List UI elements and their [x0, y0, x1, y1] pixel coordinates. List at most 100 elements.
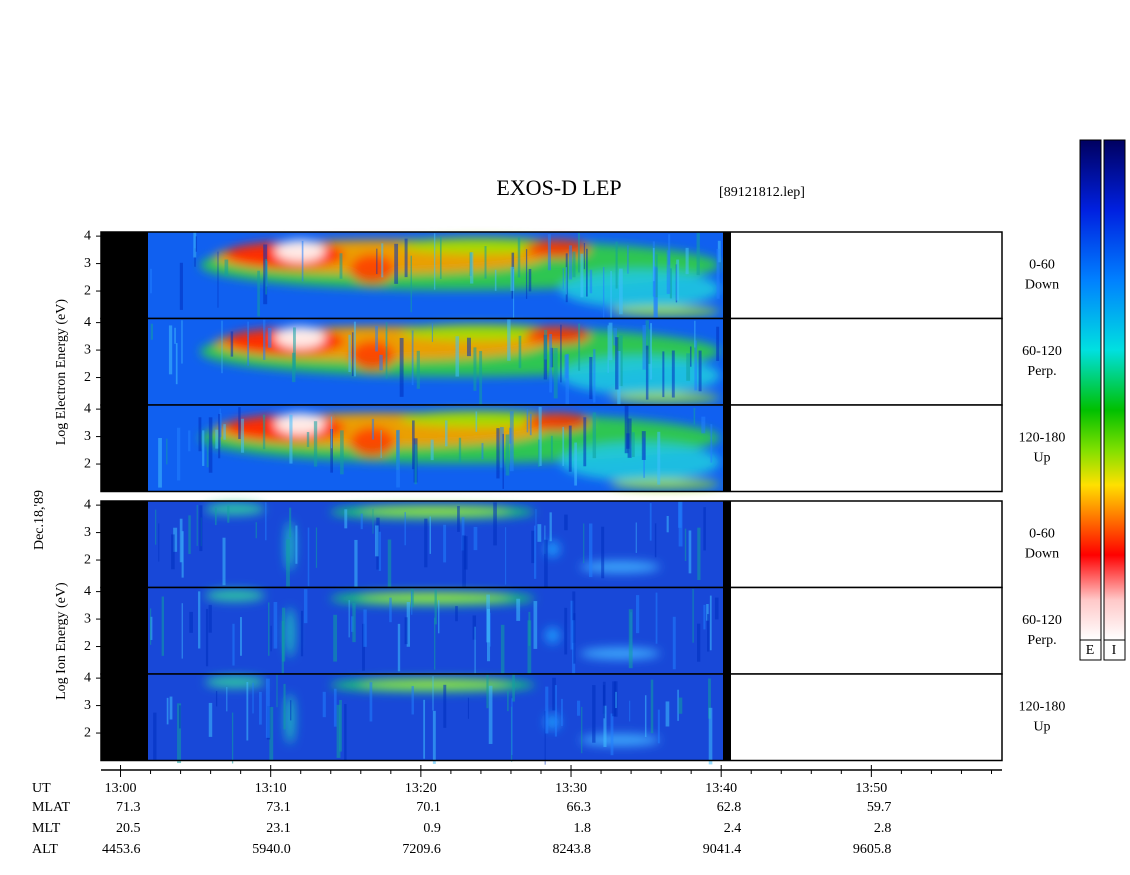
- spectrogram-streak: [666, 515, 669, 533]
- spectrogram-streak: [564, 607, 568, 655]
- spectrogram-streak: [602, 267, 605, 319]
- ephemeris-row-label: ALT: [32, 842, 58, 857]
- spectrogram-streak: [628, 609, 633, 669]
- spectrogram-streak: [240, 617, 242, 656]
- spectrogram-streak: [512, 674, 515, 702]
- spectrogram-streak: [301, 240, 304, 282]
- spectrogram-streak: [544, 539, 548, 592]
- ephemeris-value: 23.1: [266, 821, 291, 836]
- colorbar-label-box: [1079, 639, 1102, 661]
- ephemeris-row-label: MLAT: [32, 800, 71, 815]
- y-tick-label: 4: [84, 228, 91, 243]
- spectrogram-streak: [412, 420, 415, 470]
- spectrogram-blob: [525, 413, 590, 431]
- spectrogram-streak: [438, 600, 440, 634]
- spectrogram-streak: [218, 413, 221, 459]
- spectrogram-streak: [232, 623, 235, 666]
- spectrogram-streak: [550, 435, 553, 463]
- spectrogram-streak: [351, 332, 354, 377]
- spectrogram-streak: [177, 703, 182, 764]
- data-end-marker: [723, 232, 731, 319]
- spectrogram-streak: [509, 411, 514, 472]
- spectrogram-blob: [560, 270, 720, 308]
- spectrogram-streak: [518, 335, 522, 369]
- spectrogram-streak: [716, 248, 720, 299]
- spectrogram-streak: [376, 248, 378, 275]
- spectrogram-streak: [208, 417, 213, 473]
- spectrogram-streak: [150, 616, 153, 640]
- colorbar: [1103, 139, 1126, 641]
- spectrogram-streak: [224, 259, 229, 277]
- spectrogram-streak: [684, 528, 687, 562]
- spectrogram-streak: [648, 329, 652, 364]
- spectrogram-streak: [179, 705, 181, 729]
- spectrogram-blob: [525, 240, 590, 258]
- spectrogram-streak: [240, 418, 245, 453]
- spectrogram-blob: [285, 607, 295, 658]
- x-tick-label: 13:40: [705, 781, 737, 796]
- spectrogram-streak: [360, 513, 363, 530]
- spectrogram-blobs: [205, 676, 660, 746]
- spectrogram-blob: [580, 734, 660, 746]
- spectrogram-streak: [352, 602, 356, 643]
- spectrogram-blob: [350, 340, 395, 371]
- spectrogram-streak: [168, 325, 173, 375]
- spectrogram-blob: [350, 254, 395, 284]
- spectrogram-streak: [496, 428, 500, 479]
- spectrogram-streak: [333, 688, 337, 727]
- spectrogram-streak: [344, 704, 347, 761]
- y-tick-label: 2: [84, 456, 91, 471]
- spectrogram-streak: [615, 241, 618, 289]
- spectrogram-blob: [610, 479, 720, 489]
- spectrogram-panel: [100, 231, 1003, 328]
- spectrogram-streak: [214, 507, 217, 526]
- spectrogram-streak: [470, 252, 474, 284]
- spectrogram-streak: [179, 262, 183, 310]
- spectrogram-streak: [387, 539, 392, 598]
- spectrogram-streak: [458, 437, 462, 463]
- spectrogram-streak: [570, 600, 574, 650]
- spectrogram-streak: [708, 707, 713, 765]
- spectrogram-streak: [473, 347, 477, 391]
- spectrogram-streak: [206, 438, 209, 468]
- spectrogram-streak: [340, 430, 344, 475]
- spectrogram-streak: [710, 424, 713, 463]
- spectrogram-streak: [573, 613, 576, 664]
- data-end-marker: [723, 587, 731, 674]
- spectrogram-streak: [414, 444, 417, 485]
- spectrogram-streak: [410, 588, 414, 607]
- data-end-marker: [723, 405, 731, 492]
- spectrogram-streak: [330, 416, 333, 449]
- ephemeris-value: 4453.6: [102, 842, 141, 857]
- spectrogram-streak: [303, 589, 308, 624]
- spectrogram-streak: [424, 518, 428, 568]
- spectrogram-streak: [657, 709, 660, 744]
- spectrogram-streak: [189, 611, 193, 633]
- spectrogram-streak: [194, 248, 196, 267]
- spectrogram-streak: [701, 416, 706, 434]
- spectrogram-streak: [619, 268, 623, 315]
- spectrogram-streak: [714, 597, 719, 620]
- ephemeris-value: 5940.0: [252, 842, 291, 857]
- spectrogram-streak: [703, 507, 706, 551]
- spectrogram-streak: [669, 268, 672, 299]
- spectrogram-panel: [100, 404, 1003, 493]
- spectrogram-streak: [650, 679, 654, 734]
- spectrogram-streak: [708, 678, 711, 719]
- spectrogram-streak: [668, 234, 671, 265]
- spectrogram-streak: [525, 249, 528, 299]
- spectrogram-streak: [698, 350, 702, 392]
- spectrogram-streak: [547, 234, 551, 271]
- spectrogram-streak: [353, 321, 356, 377]
- spectrogram-streak: [511, 698, 513, 755]
- spectrogram-streak: [265, 678, 270, 738]
- spectrogram-streak: [610, 270, 612, 328]
- spectrogram-streak: [696, 233, 700, 276]
- spectrogram-streak: [544, 710, 546, 765]
- spectrogram-streak: [650, 323, 653, 380]
- spectrogram-streak: [255, 522, 257, 539]
- spectrogram-streak: [716, 326, 720, 361]
- spectrogram-streak: [221, 320, 223, 374]
- spectrogram-streak: [198, 417, 202, 452]
- spectrogram-streak: [439, 236, 442, 280]
